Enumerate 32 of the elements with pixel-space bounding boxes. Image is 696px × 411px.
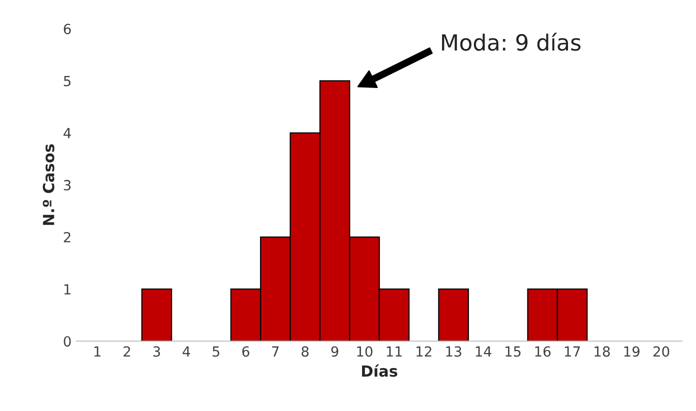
x-tick-label: 6 — [242, 346, 250, 357]
y-tick-label: 1 — [64, 284, 70, 294]
x-tick-label: 14 — [476, 346, 492, 357]
x-tick-label: 17 — [564, 346, 580, 357]
y-tick-label: 4 — [64, 128, 71, 138]
x-tick-label: 15 — [506, 346, 521, 357]
y-tick-label: 5 — [64, 76, 70, 86]
x-tick-label: 20 — [653, 346, 670, 357]
x-tick-label: 11 — [386, 346, 402, 357]
annotation: Moda: 9 días — [442, 32, 581, 51]
x-axis-title: Días — [362, 364, 398, 377]
x-tick-label: 13 — [446, 346, 462, 357]
x-tick-label: 3 — [153, 346, 160, 357]
x-tick-label: 19 — [624, 346, 640, 357]
y-tick-label: 6 — [64, 24, 71, 34]
bar — [141, 288, 172, 342]
x-tick-label: 4 — [182, 346, 190, 357]
y-tick-label: 3 — [64, 180, 71, 190]
y-tick-label: 0 — [64, 336, 71, 347]
x-tick-label: 7 — [272, 346, 279, 357]
x-tick-label: 2 — [124, 346, 130, 357]
bar — [438, 288, 469, 342]
x-tick-label: 16 — [535, 346, 551, 357]
x-tick-label: 8 — [302, 346, 309, 357]
x-tick-label: 9 — [331, 346, 338, 357]
y-tick-label: 2 — [64, 232, 70, 242]
y-axis-title: N.º Casos — [42, 144, 54, 225]
x-tick-label: 18 — [594, 346, 610, 357]
x-tick-label: 12 — [416, 346, 432, 357]
x-tick-label: 10 — [357, 346, 372, 357]
x-tick-label: 1 — [94, 346, 100, 357]
x-tick-label: 5 — [212, 346, 220, 357]
